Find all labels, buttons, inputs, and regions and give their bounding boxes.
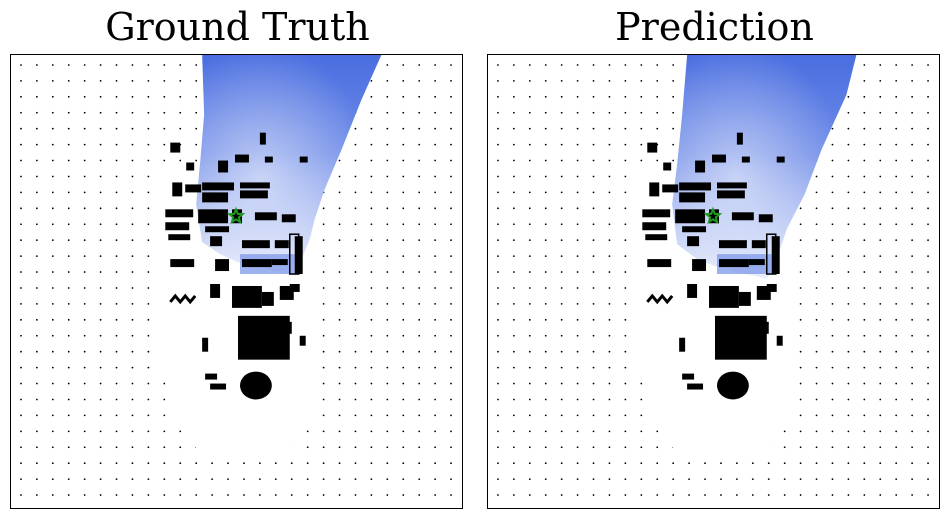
- path-heatmap-highlight: [196, 55, 382, 277]
- prediction-map-panel: [487, 54, 940, 509]
- panel-title-ground-truth: Ground Truth: [105, 5, 370, 49]
- star-icon: [226, 206, 246, 225]
- ground-truth-map: [20, 55, 452, 496]
- star-icon: [703, 206, 723, 225]
- ground-truth-map-panel: [10, 54, 463, 509]
- obstacles: [642, 132, 785, 400]
- panel-title-prediction: Prediction: [615, 5, 814, 49]
- obstacles: [165, 132, 308, 400]
- corridor-outline: [289, 233, 300, 275]
- prediction-map: [497, 55, 929, 496]
- corridor-outline: [766, 233, 777, 275]
- grid-dots: [20, 64, 452, 496]
